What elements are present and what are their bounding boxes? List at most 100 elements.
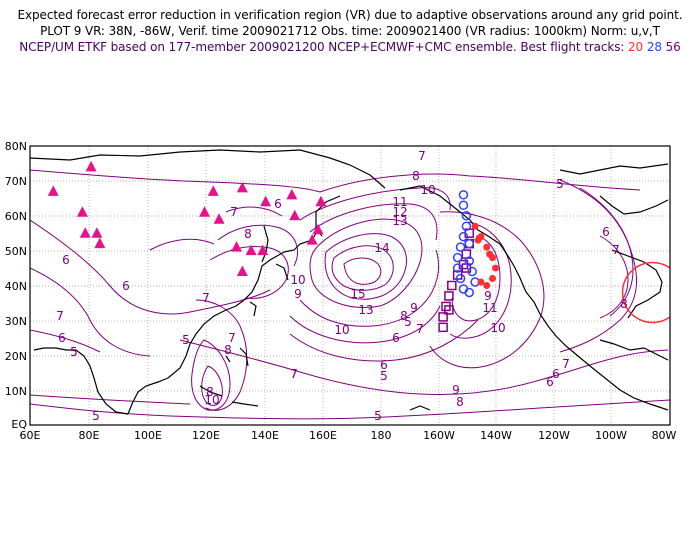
lat-label: EQ [11, 418, 27, 431]
lon-label: 160E [309, 429, 337, 442]
contour-label: 6 [380, 358, 388, 372]
contour-label: 7 [228, 331, 236, 345]
track-20-point [474, 236, 482, 244]
contour-label: 7 [290, 367, 298, 381]
lat-label: 10N [5, 385, 27, 398]
contour-label: 6 [392, 331, 400, 345]
track-28-point [461, 211, 472, 221]
contour-label: 8 [206, 385, 214, 399]
contour-label: 10 [204, 393, 219, 407]
observation-triangle [91, 227, 103, 238]
contour-label: 11 [392, 195, 407, 209]
observation-triangle [79, 227, 91, 238]
lat-label: 80N [5, 140, 27, 153]
longitude-labels: 60E 80E 100E 120E 140E 160E 180 160W 140… [20, 429, 677, 442]
contour-label: 13 [358, 303, 373, 317]
contour-label: 12 [392, 205, 407, 219]
track-20-point [491, 264, 499, 272]
contour-label: 7 [416, 322, 424, 336]
header-line-1: Expected forecast error reduction in ver… [17, 8, 683, 22]
track-28-point [452, 263, 463, 273]
coastlines [30, 149, 669, 415]
contour-label: 7 [56, 309, 64, 323]
lon-label: 140W [480, 429, 512, 442]
lon-label: 80E [79, 429, 100, 442]
contour-label: 11 [482, 301, 497, 315]
observation-triangle [236, 181, 248, 193]
track-28-point [455, 242, 466, 252]
observation-triangle [315, 195, 327, 207]
lat-label: 50N [5, 245, 27, 258]
lon-label: 120E [192, 429, 220, 442]
contour-label: 7 [562, 357, 570, 371]
contour-label: 7 [230, 205, 238, 219]
flight-track-20 [471, 222, 499, 289]
track-28-point [464, 256, 475, 266]
track-20-point [489, 275, 497, 283]
flight-track-28 [452, 190, 480, 298]
track-20-point [483, 282, 491, 289]
observation-triangles [47, 160, 327, 277]
contour-label: 10 [490, 321, 505, 335]
track-56-point [438, 322, 448, 333]
contour-label: 8 [620, 297, 628, 311]
contour-label: 8 [224, 343, 232, 357]
observation-triangle [289, 209, 301, 221]
track-28-point [461, 221, 472, 231]
lon-label: 140E [251, 429, 279, 442]
track-56-point [447, 280, 457, 291]
lat-label: 60N [5, 210, 27, 223]
track-28-point [467, 266, 477, 277]
contour-label: 8 [400, 309, 408, 323]
contour-label: 6 [62, 253, 70, 267]
verification-region-circle [621, 261, 670, 324]
track-id-28: 28 [646, 40, 662, 54]
track-56-point [438, 312, 448, 322]
lon-label: 60E [20, 429, 41, 442]
latitude-labels: 80N 70N 60N 50N 40N 30N 20N 10N EQ [5, 140, 28, 431]
lat-label: 30N [5, 315, 27, 328]
observation-triangle [85, 160, 97, 172]
contour-label: 7 [202, 291, 210, 305]
track-20-point [486, 250, 494, 258]
contour-label: 9 [452, 383, 460, 397]
track-20-point [477, 278, 485, 286]
lat-label: 70N [5, 175, 27, 188]
contour-label: 5 [92, 409, 100, 423]
contour-label: 7 [612, 243, 620, 257]
observation-triangle [257, 244, 269, 256]
track-28-point [458, 190, 469, 200]
observation-triangle [94, 237, 106, 249]
contour-label: 6 [274, 197, 282, 211]
contour-label: 9 [294, 287, 302, 301]
observation-triangle [286, 188, 298, 200]
track-28-point [464, 238, 475, 249]
contour-label: 9 [410, 301, 418, 315]
track-28-point [458, 231, 469, 242]
contour-label: 6 [602, 225, 610, 239]
contour-label: 6 [552, 367, 560, 381]
header-line-3: NCEP/UM ETKF based on 177-member 2009021… [0, 40, 700, 54]
observation-triangle [213, 213, 225, 224]
contour-label: 9 [484, 289, 492, 303]
observation-triangle [76, 206, 88, 217]
contour-label: 5 [70, 345, 78, 359]
contour-label: 8 [412, 169, 420, 183]
contour-label: 8 [244, 227, 252, 241]
track-20-point [471, 222, 479, 230]
contour-label: 7 [290, 367, 298, 381]
contour-label: 8 [456, 395, 464, 409]
track-56-point [444, 291, 454, 301]
track-id-20: 20 [628, 40, 644, 54]
contour-label: 10 [420, 183, 435, 197]
lon-label: 80W [652, 429, 677, 442]
contour-label: 5 [404, 315, 412, 329]
contour-labels: 7 8 10 11 12 13 14 15 13 10 9 8 7 6 5 7 … [56, 149, 628, 423]
contour-label: 13 [392, 214, 407, 228]
observation-triangle [47, 185, 59, 196]
contour-label: 10 [290, 273, 305, 287]
contour-label: 6 [546, 375, 554, 389]
track-id-56: 56 [665, 40, 681, 54]
